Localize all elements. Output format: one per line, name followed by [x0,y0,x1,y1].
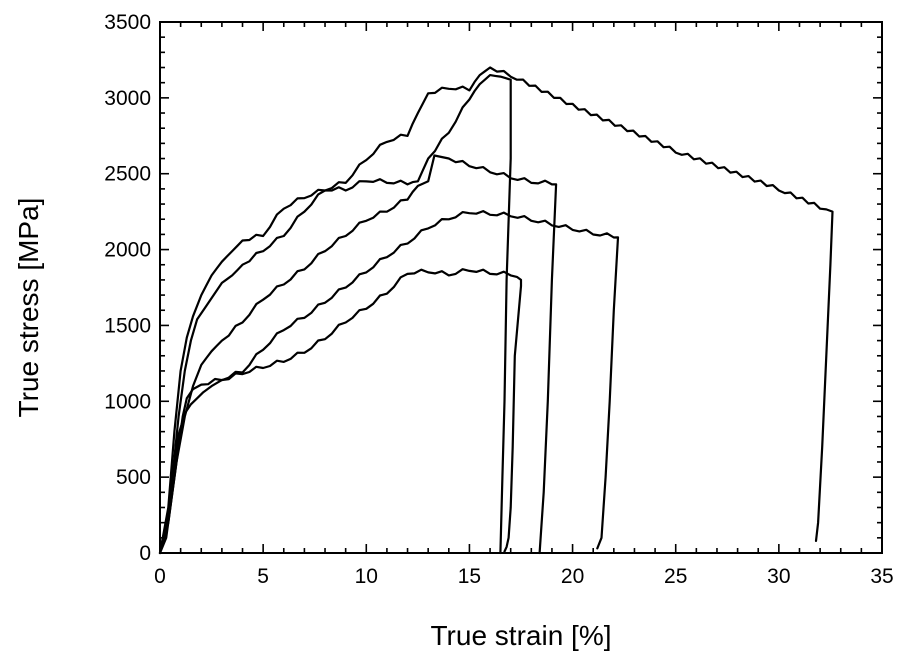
y-tick-label: 2500 [104,163,151,186]
y-tick-label: 0 [139,542,151,565]
y-tick-label: 1500 [104,314,151,337]
y-axis-title: True stress [MPa] [13,198,44,418]
x-tick-label: 30 [767,565,790,588]
series-line-2 [158,210,620,555]
x-tick-label: 5 [257,565,269,588]
x-axis-title: True strain [%] [430,620,611,651]
y-tick-label: 1000 [104,390,151,413]
x-tick-label: 20 [561,565,584,588]
y-tick-label: 500 [116,466,151,489]
x-tick-labels: 0 5 10 15 20 25 30 35 [154,565,894,588]
series-line-4 [158,74,512,555]
series-line-5 [158,66,834,555]
x-tick-label: 25 [664,565,687,588]
series-line-1 [158,268,523,555]
y-tick-label: 3000 [104,87,151,110]
y-tick-labels: 0 500 1000 1500 2000 2500 3000 3500 [104,11,151,565]
x-tick-label: 0 [154,565,166,588]
x-tick-label: 35 [870,565,893,588]
y-tick-label: 2000 [104,239,151,262]
axis-ticks [159,21,883,554]
x-tick-label: 10 [355,565,378,588]
x-tick-label: 15 [458,565,481,588]
plot-lines [158,66,834,555]
series-line-3 [158,154,558,555]
y-tick-label: 3500 [104,11,151,34]
plot-frame [159,21,883,554]
